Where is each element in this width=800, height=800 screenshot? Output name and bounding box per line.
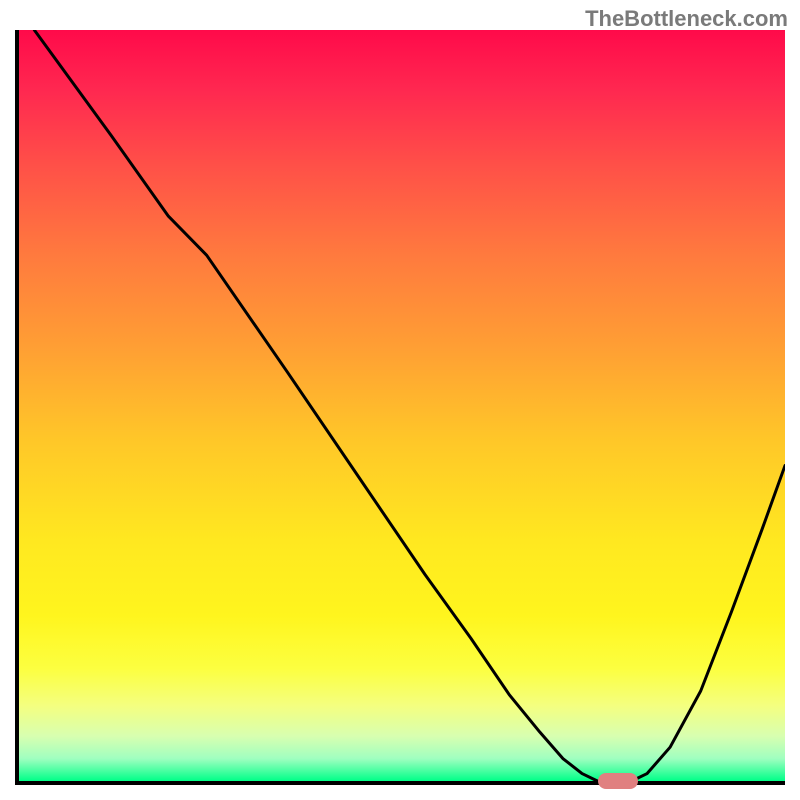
bottleneck-chart: [15, 30, 785, 785]
watermark-text: TheBottleneck.com: [585, 6, 788, 32]
optimal-point-marker: [598, 773, 638, 789]
bottleneck-curve: [19, 30, 785, 781]
